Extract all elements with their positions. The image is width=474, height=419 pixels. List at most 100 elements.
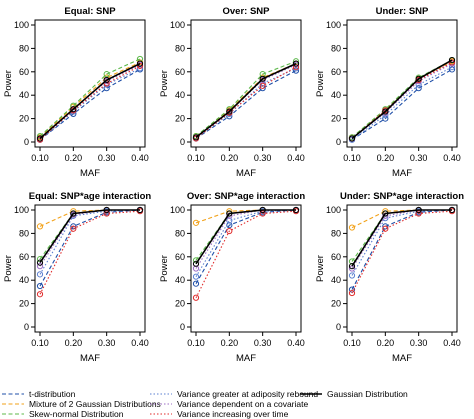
x-axis-label: MAF — [80, 168, 100, 179]
data-point — [448, 66, 456, 73]
data-point — [226, 113, 233, 120]
x-tick-label: 0.10 — [187, 338, 205, 348]
y-tick-label: 80 — [19, 228, 29, 238]
chart-title: Over: SNP — [223, 6, 271, 17]
data-point — [192, 294, 200, 301]
x-tick-label: 0.20 — [377, 338, 395, 348]
y-tick-label: 80 — [19, 43, 29, 53]
series-6 — [36, 206, 144, 266]
data-point — [192, 280, 200, 287]
legend-label: Skew-normal Distribution — [29, 409, 124, 419]
chart-panel: Over: SNP 0 20 40 60 80 100 0.10 0.20 0.30 0.40 MAF… — [159, 6, 305, 179]
y-axis-label: Power — [159, 255, 170, 282]
y-tick-label: 0 — [180, 137, 185, 147]
y-tick-label: 80 — [175, 228, 185, 238]
y-tick-label: 0 — [24, 322, 29, 332]
y-tick-label: 20 — [331, 299, 341, 309]
y-tick-label: 100 — [326, 20, 341, 30]
series-6 — [36, 60, 144, 142]
data-point — [36, 291, 44, 298]
y-tick-label: 40 — [331, 275, 341, 285]
panels: Equal: SNP 0 20 40 60 80 100 0.10 0.20 0.30 0.40 MA… — [3, 6, 464, 364]
legend-entry: Gaussian Distribution — [300, 389, 408, 399]
series-line — [39, 61, 141, 138]
data-point — [192, 273, 200, 280]
series-line — [39, 69, 141, 141]
x-tick-label: 0.10 — [343, 153, 361, 163]
series-line — [195, 66, 297, 139]
series-6 — [192, 206, 300, 267]
y-tick-label: 100 — [326, 205, 341, 215]
y-axis-label: Power — [315, 255, 326, 282]
data-point — [36, 259, 44, 266]
data-point — [415, 85, 422, 92]
data-point — [292, 60, 300, 67]
y-axis-label: Power — [3, 255, 14, 282]
y-tick-label: 20 — [19, 114, 29, 124]
y-tick-label: 80 — [331, 228, 341, 238]
series-line — [39, 209, 141, 287]
series-line — [39, 209, 141, 275]
y-tick-label: 100 — [14, 205, 29, 215]
data-point — [70, 223, 77, 230]
data-point — [136, 206, 144, 214]
x-tick-label: 0.20 — [65, 338, 83, 348]
data-point — [136, 55, 144, 63]
data-point — [259, 206, 266, 214]
chart-title: Under: SNP*age interaction — [340, 191, 464, 202]
series-line — [39, 67, 141, 141]
data-point — [448, 206, 456, 214]
series-line — [39, 64, 141, 139]
x-tick-label: 0.10 — [31, 153, 49, 163]
chart-panel: Equal: SNP*age interaction 0 20 40 60 80 100 0.… — [3, 191, 151, 364]
legend-entry: Variance increasing over time — [150, 409, 289, 419]
legend-label: Mixture of 2 Gaussian Distributions — [29, 399, 161, 409]
data-point — [103, 71, 110, 78]
x-tick-label: 0.40 — [443, 153, 461, 163]
y-tick-label: 20 — [175, 114, 185, 124]
data-point — [103, 210, 110, 217]
data-point — [348, 224, 356, 231]
x-tick-label: 0.40 — [443, 338, 461, 348]
x-tick-label: 0.30 — [98, 338, 116, 348]
series-6 — [192, 60, 300, 141]
series-line — [351, 209, 452, 229]
series-line — [351, 210, 453, 294]
data-point — [259, 71, 266, 78]
x-tick-label: 0.20 — [377, 153, 395, 163]
data-point — [348, 135, 356, 142]
y-tick-label: 100 — [170, 205, 185, 215]
series-0 — [192, 67, 300, 142]
chart-title: Equal: SNP*age interaction — [29, 191, 152, 202]
x-tick-label: 0.30 — [98, 153, 116, 163]
series-line — [39, 209, 140, 260]
series-4 — [192, 206, 300, 272]
chart-title: Equal: SNP — [64, 6, 116, 17]
x-tick-label: 0.10 — [343, 338, 361, 348]
x-tick-label: 0.30 — [410, 338, 428, 348]
chart-panel: Under: SNP*age interaction 0 20 40 60 80 100 0.… — [315, 191, 464, 364]
data-point — [70, 106, 77, 113]
data-point — [415, 75, 422, 82]
chart-title: Under: SNP — [376, 6, 429, 17]
series-line — [39, 209, 140, 264]
legend-entry: Skew-normal Distribution — [2, 409, 124, 419]
data-point — [36, 263, 44, 270]
data-point — [415, 81, 422, 88]
data-point — [382, 210, 389, 217]
chart-panel: Over: SNP*age interaction 0 20 40 60 80 100 0.1… — [159, 191, 305, 364]
y-tick-label: 100 — [14, 20, 29, 30]
data-point — [103, 85, 110, 92]
data-point — [70, 225, 77, 232]
x-tick-label: 0.30 — [254, 338, 272, 348]
series-0 — [348, 66, 456, 143]
x-tick-label: 0.20 — [221, 153, 239, 163]
y-tick-label: 20 — [175, 299, 185, 309]
x-tick-label: 0.40 — [287, 153, 305, 163]
legend-entry: Variance greater at adiposity rebound — [150, 389, 318, 399]
y-tick-label: 80 — [175, 43, 185, 53]
data-point — [226, 108, 233, 115]
legend-entry: t-distribution — [2, 389, 76, 399]
data-point — [382, 108, 389, 115]
